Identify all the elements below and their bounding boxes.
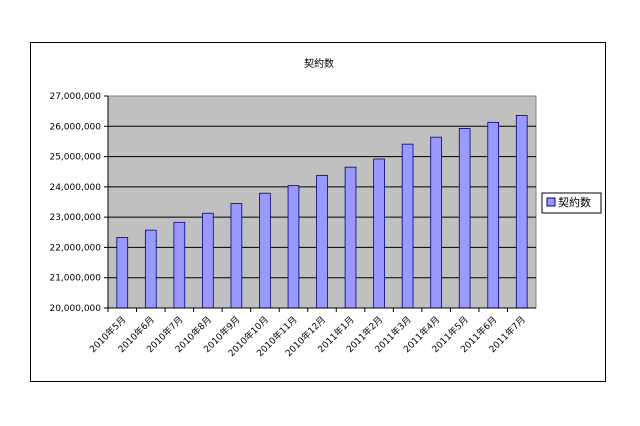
y-axis-ticks: 20,000,000 21,000,000 22,000,000 23,000,000… bbox=[49, 92, 536, 314]
bar bbox=[202, 212, 214, 309]
bar bbox=[259, 192, 271, 309]
chart-title: 契約数 bbox=[304, 57, 334, 70]
bar bbox=[316, 174, 328, 309]
bar bbox=[230, 203, 243, 309]
y-tick-label: 21,000,000 bbox=[49, 274, 101, 284]
chart-frame: 契約数 20,000,000 21,000,000 22,000,000 23,000… bbox=[30, 42, 606, 382]
legend-label: 契約数 bbox=[558, 195, 591, 209]
legend-swatch bbox=[546, 197, 556, 207]
bar bbox=[287, 185, 300, 309]
bar bbox=[373, 158, 385, 309]
bar bbox=[487, 121, 500, 309]
bar bbox=[144, 229, 157, 309]
y-tick-label: 22,000,000 bbox=[49, 243, 101, 253]
y-tick-label: 25,000,000 bbox=[49, 153, 101, 163]
y-tick-label: 26,000,000 bbox=[49, 122, 101, 132]
bar bbox=[173, 221, 186, 309]
legend-box bbox=[541, 192, 602, 214]
y-tick-label: 24,000,000 bbox=[49, 183, 101, 193]
bars bbox=[116, 114, 528, 309]
y-tick-label: 20,000,000 bbox=[49, 304, 101, 314]
bar bbox=[401, 143, 414, 309]
y-tick-label: 23,000,000 bbox=[49, 213, 101, 223]
y-tick-label: 27,000,000 bbox=[49, 92, 101, 102]
chart-svg: 契約数 20,000,000 21,000,000 22,000,000 23,000… bbox=[49, 57, 602, 359]
legend: 契約数 bbox=[541, 192, 602, 214]
bar bbox=[458, 128, 471, 309]
x-axis-ticks: 2010年5月2010年6月2010年7月2010年8月2010年9月2010年… bbox=[87, 308, 528, 359]
bar bbox=[515, 114, 528, 309]
bar bbox=[430, 136, 442, 309]
bar bbox=[344, 166, 357, 309]
bar bbox=[116, 237, 129, 309]
